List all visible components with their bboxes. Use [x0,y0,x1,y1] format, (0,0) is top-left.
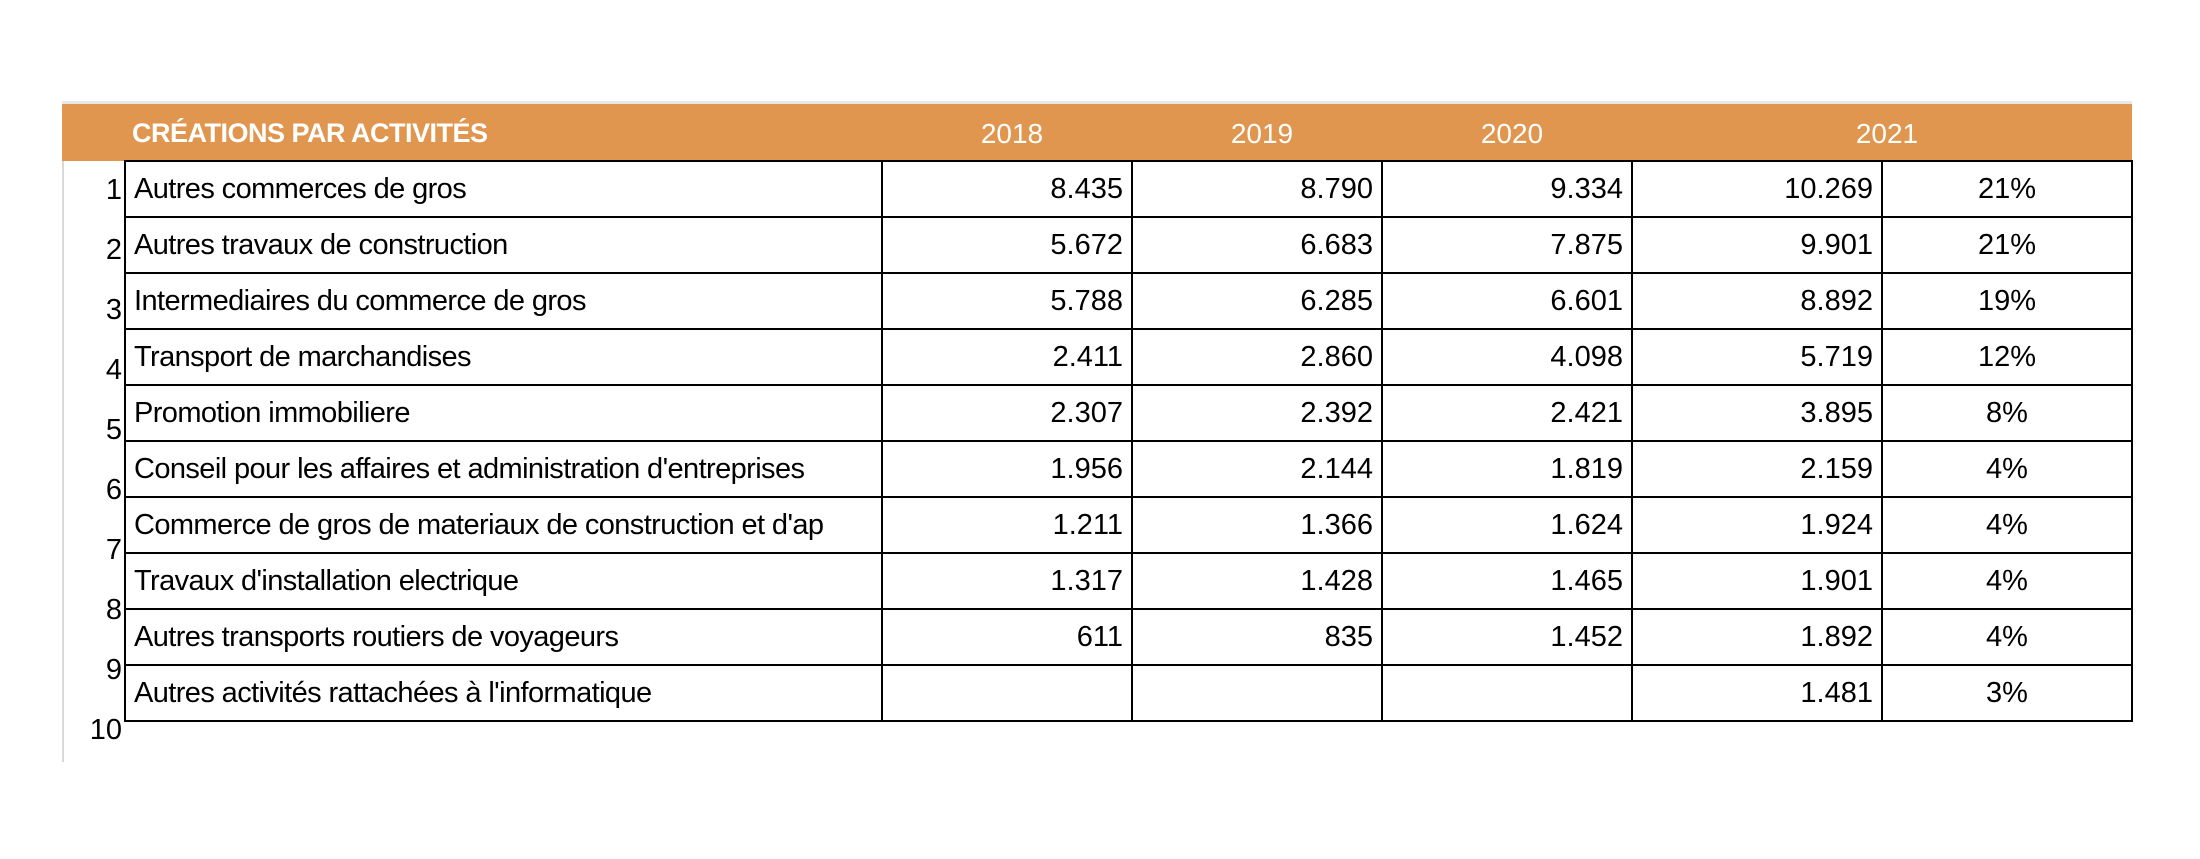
activity-cell[interactable]: Commerce de gros de materiaux de constru… [124,496,883,554]
activity-cell[interactable]: Autres activités rattachées à l'informat… [124,664,883,722]
value-2019-cell[interactable]: 8.790 [1131,160,1383,218]
table-row: Transport de marchandises 2.411 2.860 4.098… [124,328,2133,386]
row-number: 7 [105,534,122,566]
share-2021-cell[interactable]: 4% [1881,608,2133,666]
activity-cell[interactable]: Conseil pour les affaires et administrat… [124,440,883,498]
share-2021-cell[interactable]: 4% [1881,496,2133,554]
value-2019-cell[interactable]: 1.366 [1131,496,1383,554]
value-2020-cell[interactable]: 6.601 [1381,272,1633,330]
header-year-2018: 2018 [980,118,1044,149]
table-row: Conseil pour les affaires et administrat… [124,440,2133,498]
value-2021-cell[interactable]: 10.269 [1631,160,1883,218]
value-2019-cell[interactable]: 2.144 [1131,440,1383,498]
value-2021-cell[interactable]: 9.901 [1631,216,1883,274]
activity-cell[interactable]: Travaux d'installation electrique [124,552,883,610]
value-2020-cell[interactable]: 2.421 [1381,384,1633,442]
share-2021-cell[interactable]: 8% [1881,384,2133,442]
value-2018-cell[interactable]: 5.672 [881,216,1133,274]
value-2019-cell[interactable]: 6.285 [1131,272,1383,330]
value-2021-cell[interactable]: 1.481 [1631,664,1883,722]
table-row: Autres commerces de gros 8.435 8.790 9.334 1… [124,160,2133,218]
value-2020-cell[interactable]: 9.334 [1381,160,1633,218]
value-2020-cell[interactable] [1381,664,1633,722]
value-2019-cell[interactable]: 2.860 [1131,328,1383,386]
value-2021-cell[interactable]: 8.892 [1631,272,1883,330]
activity-cell[interactable]: Transport de marchandises [124,328,883,386]
value-2020-cell[interactable]: 4.098 [1381,328,1633,386]
table-header: CRÉATIONS PAR ACTIVITÉS 2018 2019 2020 2… [62,101,2132,161]
value-2020-cell[interactable]: 1.452 [1381,608,1633,666]
table-row: Autres transports routiers de voyageurs 6… [124,608,2133,666]
value-2018-cell[interactable]: 2.411 [881,328,1133,386]
sheet-left-border [62,101,64,762]
share-2021-cell[interactable]: 12% [1881,328,2133,386]
value-2021-cell[interactable]: 2.159 [1631,440,1883,498]
value-2021-cell[interactable]: 1.924 [1631,496,1883,554]
value-2018-cell[interactable]: 8.435 [881,160,1133,218]
header-year-2020: 2020 [1480,118,1544,149]
share-2021-cell[interactable]: 21% [1881,160,2133,218]
header-year-2021: 2021 [1855,118,1919,149]
activity-cell[interactable]: Autres commerces de gros [124,160,883,218]
table-row: Autres travaux de construction 5.672 6.683… [124,216,2133,274]
table-row: Travaux d'installation electrique 1.317 1.… [124,552,2133,610]
activity-cell[interactable]: Intermediaires du commerce de gros [124,272,883,330]
value-2018-cell[interactable]: 5.788 [881,272,1133,330]
value-2021-cell[interactable]: 1.892 [1631,608,1883,666]
value-2019-cell[interactable] [1131,664,1383,722]
table-row: Intermediaires du commerce de gros 5.788 6… [124,272,2133,330]
value-2020-cell[interactable]: 7.875 [1381,216,1633,274]
row-number: 1 [105,174,122,206]
activity-cell[interactable]: Promotion immobiliere [124,384,883,442]
row-number: 4 [105,354,122,386]
value-2019-cell[interactable]: 1.428 [1131,552,1383,610]
header-year-2019: 2019 [1230,118,1294,149]
value-2021-cell[interactable]: 5.719 [1631,328,1883,386]
row-number: 6 [105,474,122,506]
value-2019-cell[interactable]: 835 [1131,608,1383,666]
share-2021-cell[interactable]: 4% [1881,552,2133,610]
value-2021-cell[interactable]: 1.901 [1631,552,1883,610]
value-2018-cell[interactable]: 611 [881,608,1133,666]
share-2021-cell[interactable]: 3% [1881,664,2133,722]
value-2018-cell[interactable] [881,664,1133,722]
value-2020-cell[interactable]: 1.465 [1381,552,1633,610]
value-2021-cell[interactable]: 3.895 [1631,384,1883,442]
value-2019-cell[interactable]: 6.683 [1131,216,1383,274]
row-number-column: 1 2 3 4 5 6 7 8 9 10 [64,160,122,760]
value-2018-cell[interactable]: 2.307 [881,384,1133,442]
table-row: Autres activités rattachées à l'informat… [124,664,2133,722]
value-2018-cell[interactable]: 1.317 [881,552,1133,610]
activity-cell[interactable]: Autres travaux de construction [124,216,883,274]
share-2021-cell[interactable]: 4% [1881,440,2133,498]
row-number: 9 [105,654,122,686]
value-2020-cell[interactable]: 1.819 [1381,440,1633,498]
row-number: 3 [105,294,122,326]
share-2021-cell[interactable]: 21% [1881,216,2133,274]
value-2018-cell[interactable]: 1.211 [881,496,1133,554]
table-row: Promotion immobiliere 2.307 2.392 2.421 3.89… [124,384,2133,442]
table-row: Commerce de gros de materiaux de constru… [124,496,2133,554]
row-number: 10 [89,714,122,746]
activities-table: Autres commerces de gros 8.435 8.790 9.334 1… [124,160,2133,722]
value-2020-cell[interactable]: 1.624 [1381,496,1633,554]
row-number: 8 [105,594,122,626]
value-2019-cell[interactable]: 2.392 [1131,384,1383,442]
activity-cell[interactable]: Autres transports routiers de voyageurs [124,608,883,666]
value-2018-cell[interactable]: 1.956 [881,440,1133,498]
header-title: CRÉATIONS PAR ACTIVITÉS [132,118,488,148]
share-2021-cell[interactable]: 19% [1881,272,2133,330]
row-number: 5 [105,414,122,446]
row-number: 2 [105,234,122,266]
